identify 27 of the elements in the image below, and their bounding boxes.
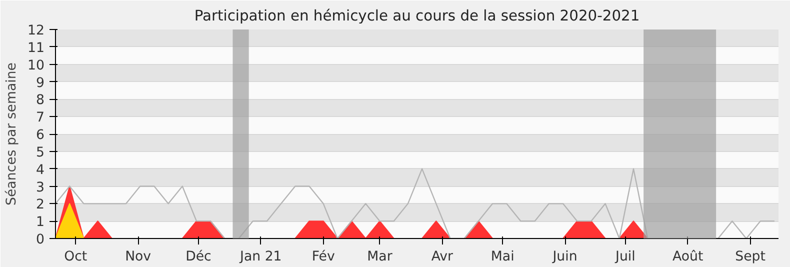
x-tick-label: Août — [672, 250, 704, 264]
x-tick-label: Nov — [125, 250, 152, 264]
y-axis-title: Séances par semaine — [4, 62, 20, 206]
y-tick-label: 6 — [36, 128, 45, 143]
y-tick-label: 12 — [28, 24, 45, 38]
chart-title: Participation en hémicycle au cours de la session 2020-2021 — [194, 8, 640, 24]
x-tick-label: Juil — [614, 250, 636, 264]
x-tick-label: Jan 21 — [239, 250, 282, 264]
y-tick-label: 4 — [36, 162, 45, 178]
y-tick-label: 3 — [36, 180, 45, 196]
y-tick-label: 10 — [28, 58, 45, 74]
y-tick-label: 8 — [36, 93, 45, 108]
x-tick-label: Déc — [186, 250, 212, 264]
x-tick-label: Avr — [431, 250, 454, 264]
x-tick-label: Sept — [735, 250, 766, 264]
y-tick-label: 11 — [28, 40, 45, 56]
x-tick-label: Mai — [490, 250, 514, 264]
x-tick-label: Juin — [552, 250, 578, 264]
y-tick-label: 5 — [36, 145, 45, 160]
y-tick-label: 2 — [36, 198, 45, 213]
y-tick-label: 0 — [36, 232, 45, 248]
x-tick-label: Oct — [64, 250, 88, 264]
y-tick-label: 7 — [36, 110, 45, 126]
y-tick-label: 9 — [36, 76, 45, 91]
x-tick-label: Mar — [367, 250, 393, 264]
y-tick-label: 1 — [36, 215, 45, 230]
x-tick-label: Fév — [312, 250, 335, 264]
